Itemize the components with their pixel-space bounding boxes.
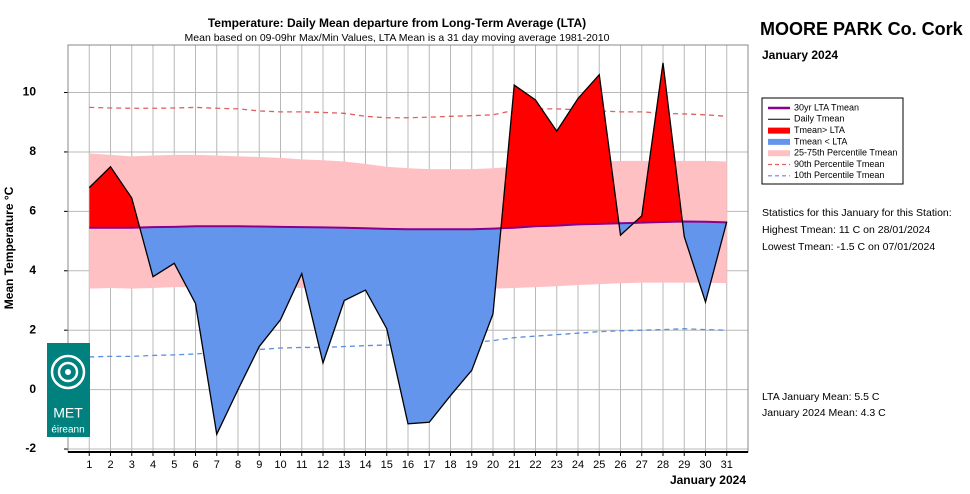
y-tick-label: -2 <box>25 441 36 455</box>
stats-line: Lowest Tmean: -1.5 C on 07/01/2024 <box>762 241 935 253</box>
x-tick-label: 2 <box>107 459 113 471</box>
summary-line: LTA January Mean: 5.5 C <box>762 391 880 403</box>
x-tick-label: 10 <box>274 459 286 471</box>
x-tick-label: 13 <box>338 459 350 471</box>
y-axis-label: Mean Temperature °C <box>2 186 16 309</box>
y-tick-label: 8 <box>29 144 36 158</box>
x-tick-label: 24 <box>572 459 584 471</box>
x-tick-label: 11 <box>296 459 307 471</box>
logo: MET éireann <box>47 343 90 437</box>
x-tick-label: 20 <box>487 459 499 471</box>
x-tick-label: 18 <box>444 459 456 471</box>
x-tick-label: 15 <box>381 459 393 471</box>
x-tick-label: 28 <box>657 459 669 471</box>
x-tick-label: 5 <box>171 459 177 471</box>
legend-label: Tmean < LTA <box>794 136 847 146</box>
x-tick-label: 17 <box>423 459 435 471</box>
x-tick-label: 21 <box>508 459 520 471</box>
x-tick-label: 25 <box>593 459 605 471</box>
percentile-line <box>89 106 727 119</box>
above-lta-fill <box>89 62 727 230</box>
below-lta-fill <box>89 221 727 435</box>
stats-line: Highest Tmean: 11 C on 28/01/2024 <box>762 224 930 236</box>
x-tick-label: 29 <box>678 459 690 471</box>
legend-label: 30yr LTA Tmean <box>794 102 859 112</box>
x-tick-label: 23 <box>551 459 563 471</box>
legend-label: Daily Tmean <box>794 114 844 124</box>
x-tick-label: 9 <box>256 459 262 471</box>
legend-label: Tmean> LTA <box>794 125 845 135</box>
chart-subtitle: Mean based on 09-09hr Max/Min Values, LT… <box>185 32 610 44</box>
y-tick-label: 2 <box>29 322 36 336</box>
x-tick-label: 27 <box>636 459 648 471</box>
y-tick-label: 6 <box>29 204 36 218</box>
logo-swirl <box>65 369 71 375</box>
x-tick-label: 4 <box>150 459 156 471</box>
marks <box>67 44 749 453</box>
lta-line <box>89 220 727 231</box>
x-tick-label: 8 <box>235 459 241 471</box>
legend-label: 25-75th Percentile Tmean <box>794 148 897 158</box>
x-tick-label: 16 <box>402 459 414 471</box>
summary-line: January 2024 Mean: 4.3 C <box>762 407 886 419</box>
y-tick-label: 4 <box>29 263 36 277</box>
x-axis-label: January 2024 <box>670 473 746 487</box>
x-tick-label: 7 <box>214 459 220 471</box>
y-tick-label: 0 <box>29 382 36 396</box>
x-tick-label: 6 <box>192 459 198 471</box>
logo-swirl <box>50 354 86 390</box>
station-name: MOORE PARK Co. Cork <box>760 19 964 39</box>
x-tick-label: 19 <box>466 459 478 471</box>
x-tick-label: 3 <box>129 459 135 471</box>
x-tick-label: 31 <box>721 459 733 471</box>
x-tick-label: 22 <box>529 459 541 471</box>
x-tick-label: 1 <box>86 459 92 471</box>
chart-title: Temperature: Daily Mean departure from L… <box>208 16 586 30</box>
logo-text: MET <box>53 405 83 421</box>
daily-line <box>88 62 728 437</box>
legend-label: 10th Percentile Tmean <box>794 170 884 180</box>
logo-swirl <box>57 361 79 383</box>
x-tick-label: 30 <box>699 459 711 471</box>
period: January 2024 <box>762 48 838 62</box>
legend-label: 90th Percentile Tmean <box>794 159 884 169</box>
x-tick-label: 12 <box>317 459 329 471</box>
logo-box <box>47 343 90 437</box>
x-tick-label: 26 <box>614 459 626 471</box>
y-tick-label: 10 <box>23 85 37 99</box>
logo-text: éireann <box>51 425 84 436</box>
x-tick-label: 14 <box>359 459 371 471</box>
stats-line: Statistics for this January for this Sta… <box>762 207 952 219</box>
